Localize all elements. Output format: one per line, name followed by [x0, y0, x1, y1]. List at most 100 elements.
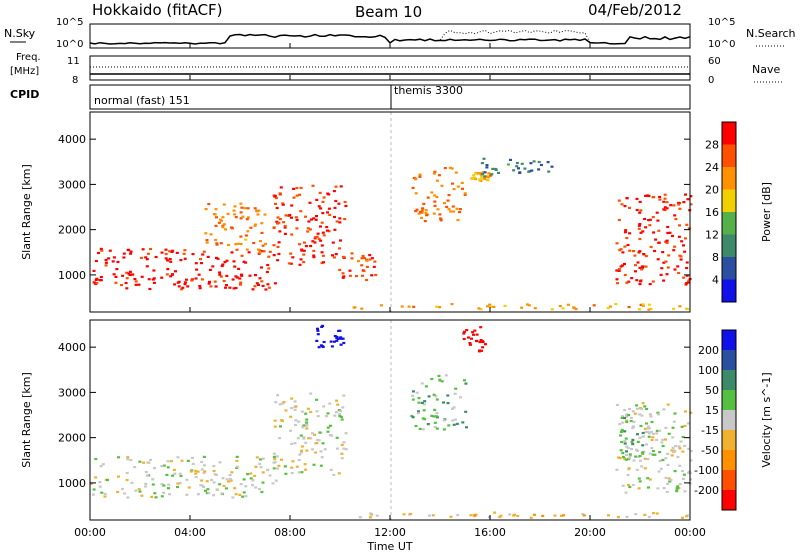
power-cell [154, 255, 158, 259]
velocity-cell [206, 488, 210, 491]
power-cell [104, 258, 108, 262]
velocity-cell [623, 442, 627, 445]
power-cell [661, 251, 665, 254]
velocity-cell [666, 482, 670, 485]
velocity-colorbar-tick: -200 [694, 484, 719, 497]
power-cell [637, 224, 641, 227]
velocity-cell [233, 487, 237, 490]
power-cell [665, 273, 669, 276]
power-cell [185, 278, 188, 281]
velocity-cell [641, 435, 645, 438]
velocity-cell [682, 473, 686, 476]
power-cell [183, 283, 187, 286]
velocity-cell [402, 513, 406, 516]
power-cell [365, 265, 369, 268]
station-title: Hokkaido (fitACF) [92, 1, 223, 19]
power-cell [125, 271, 129, 274]
velocity-cell [117, 475, 120, 478]
power-cell [129, 252, 133, 255]
power-cell [327, 207, 331, 210]
power-cell [461, 187, 464, 190]
velocity-cell [178, 472, 182, 475]
power-cell [200, 262, 203, 265]
velocity-cell [667, 432, 671, 435]
power-cell [492, 305, 496, 308]
power-cell [316, 232, 320, 235]
power-yaxis: 1000 2000 3000 4000 [58, 133, 690, 282]
power-cell [483, 171, 487, 174]
power-cell [656, 219, 660, 222]
velocity-cell [200, 479, 204, 482]
power-cell [472, 174, 476, 177]
power-cell [255, 282, 259, 285]
velocity-cell [424, 385, 428, 388]
power-cell [454, 171, 458, 174]
power-cell [183, 257, 187, 260]
power-cell [266, 263, 270, 267]
power-cell [422, 202, 426, 205]
velocity-cell [469, 514, 473, 517]
power-cell [660, 267, 664, 270]
xaxis-label: Time UT [366, 540, 412, 553]
velocity-cell [619, 434, 623, 437]
power-cell [368, 254, 372, 257]
nave-tick-low: 0 [708, 75, 714, 86]
velocity-cell [467, 336, 470, 339]
velocity-cell [242, 478, 246, 481]
power-cell [335, 220, 339, 223]
velocity-cell [180, 459, 184, 462]
power-cell [497, 171, 500, 174]
power-cell [341, 255, 345, 258]
power-cell [243, 207, 247, 210]
power-cell [99, 247, 103, 250]
velocity-cell [660, 441, 664, 444]
power-cell [149, 247, 152, 251]
power-cell [344, 204, 348, 208]
velocity-cell [281, 402, 285, 405]
velocity-cell [499, 514, 503, 517]
power-cell [311, 240, 315, 243]
power-cell [529, 162, 533, 165]
power-cell [94, 259, 98, 263]
power-cell [244, 238, 248, 241]
power-cell [476, 172, 480, 175]
velocity-cell [676, 485, 680, 488]
power-cell [306, 230, 310, 233]
power-ylabel: Slant Range [km] [20, 164, 33, 260]
velocity-cell [194, 469, 198, 473]
velocity-cell [173, 472, 177, 475]
velocity-cell [312, 463, 316, 466]
power-cell [234, 243, 238, 246]
velocity-cell [640, 414, 644, 417]
power-cell [272, 226, 276, 230]
velocity-cell [647, 486, 650, 489]
power-cell [225, 259, 229, 262]
velocity-cell [461, 421, 465, 424]
power-cell [174, 270, 177, 273]
velocity-cell [468, 342, 472, 345]
velocity-cell [433, 421, 437, 424]
power-cell [127, 272, 131, 275]
velocity-cell [623, 416, 626, 420]
velocity-cell [665, 490, 669, 494]
power-cell [318, 191, 322, 194]
velocity-cell [621, 452, 625, 455]
velocity-cell [289, 429, 292, 432]
power-cell [264, 242, 267, 246]
velocity-cell [339, 415, 343, 418]
velocity-cell [687, 471, 691, 474]
velocity-cell [630, 448, 634, 451]
power-cell [638, 250, 642, 253]
velocity-cell [621, 484, 625, 487]
power-cell [171, 249, 175, 252]
power-cell [348, 269, 352, 272]
power-cell [164, 248, 168, 251]
power-cell [195, 268, 199, 271]
velocity-cell [623, 440, 627, 443]
power-cell [638, 237, 642, 241]
velocity-cell [160, 483, 164, 486]
power-cell [300, 248, 304, 251]
velocity-cell [638, 480, 642, 483]
power-cell [194, 262, 198, 265]
